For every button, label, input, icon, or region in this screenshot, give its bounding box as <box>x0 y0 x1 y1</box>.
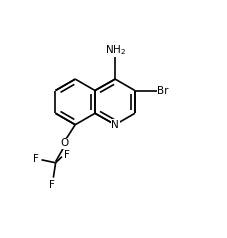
Text: O: O <box>60 138 68 149</box>
Text: Br: Br <box>157 85 168 95</box>
Text: NH$_2$: NH$_2$ <box>104 43 125 57</box>
Text: F: F <box>49 180 55 190</box>
Text: F: F <box>64 150 70 160</box>
Text: F: F <box>33 154 39 164</box>
Text: N: N <box>111 120 118 130</box>
